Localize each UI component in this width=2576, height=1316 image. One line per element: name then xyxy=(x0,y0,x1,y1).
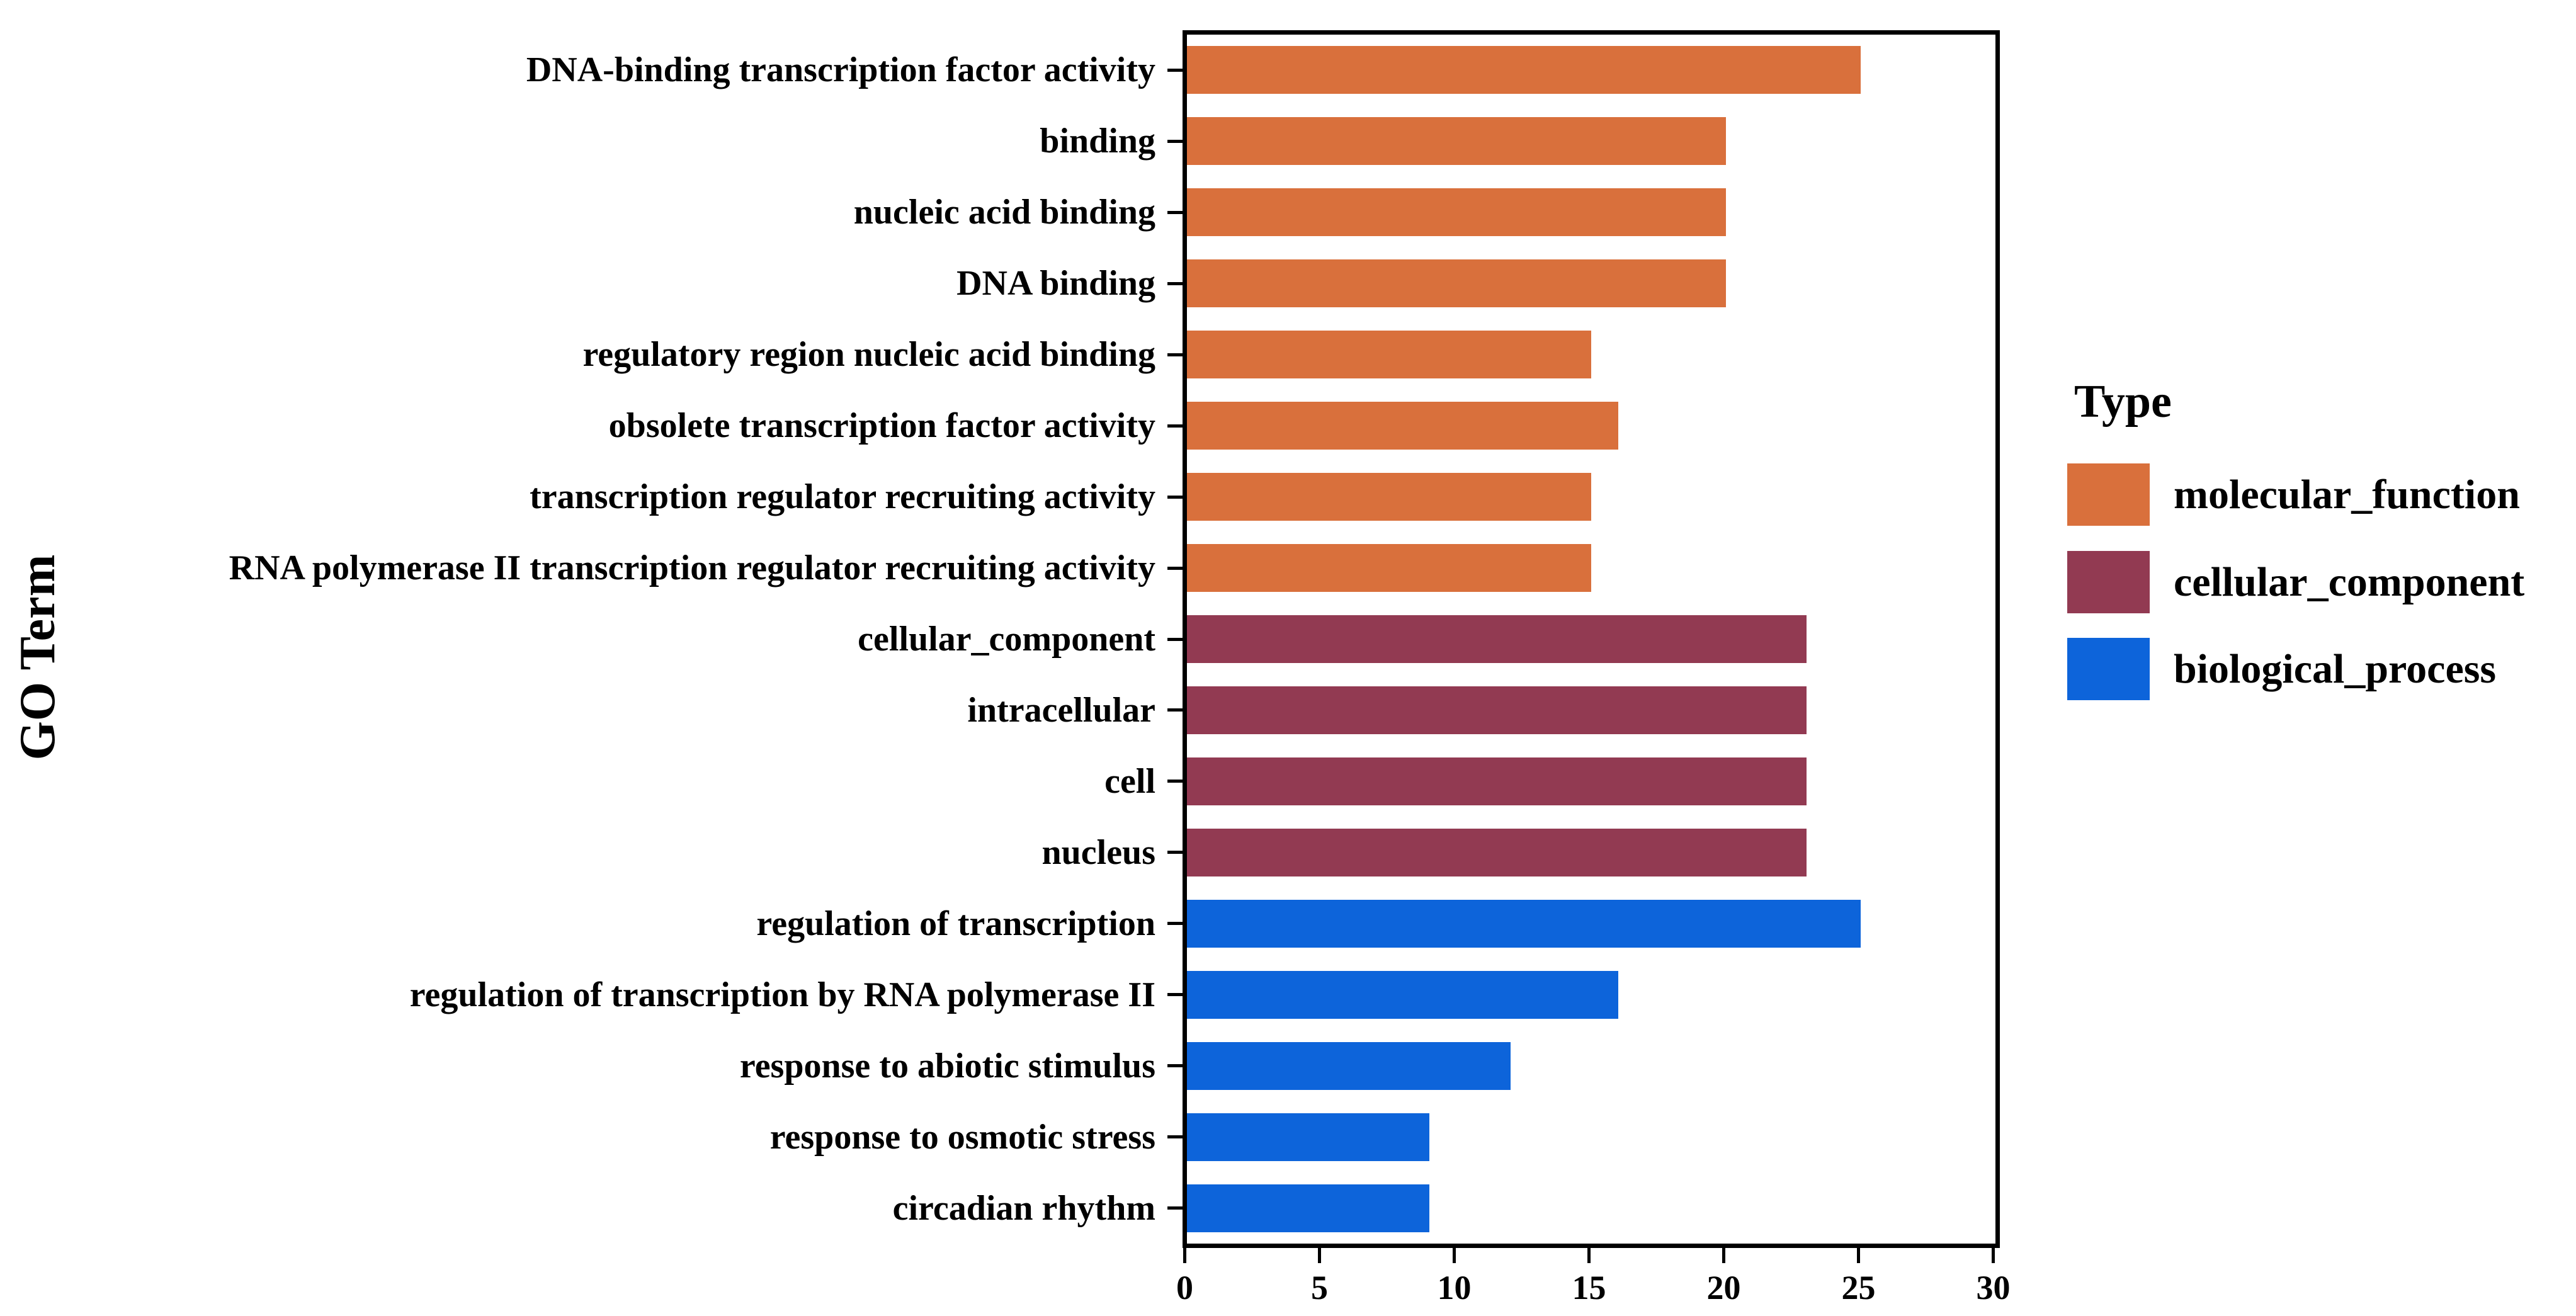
category-label: response to osmotic stress xyxy=(769,1117,1155,1157)
y-tick-mark xyxy=(1167,1206,1183,1210)
plot-area xyxy=(1187,35,1995,1244)
y-tick-mark xyxy=(1167,281,1183,285)
bar-biological_process xyxy=(1187,1041,1511,1090)
bar-cellular_component xyxy=(1187,828,1807,876)
category-label: DNA-binding transcription factor activit… xyxy=(526,50,1155,90)
bar-biological_process xyxy=(1187,899,1861,948)
x-tick-mark xyxy=(1587,1248,1591,1263)
legend-label: molecular_function xyxy=(2174,472,2520,518)
x-tick-mark xyxy=(1183,1248,1186,1263)
bar-molecular_function xyxy=(1187,46,1861,94)
y-tick-mark xyxy=(1167,993,1183,997)
x-tick-mark xyxy=(1857,1248,1860,1263)
category-label: cellular_component xyxy=(858,620,1155,659)
y-tick-mark xyxy=(1167,210,1183,214)
legend-title: Type xyxy=(2074,376,2172,428)
legend-swatch-biological_process xyxy=(2067,638,2150,700)
category-label: DNA binding xyxy=(956,264,1155,303)
x-tick-mark xyxy=(1722,1248,1725,1263)
bar-molecular_function xyxy=(1187,188,1726,237)
y-tick-mark xyxy=(1167,139,1183,143)
category-label: regulation of transcription by RNA polym… xyxy=(409,975,1155,1014)
y-tick-mark xyxy=(1167,1064,1183,1068)
bar-biological_process xyxy=(1187,1184,1430,1232)
category-label: binding xyxy=(1040,122,1155,161)
bar-molecular_function xyxy=(1187,402,1618,450)
x-tick-label: 20 xyxy=(1706,1269,1741,1307)
legend-label: biological_process xyxy=(2174,646,2497,692)
x-tick-label: 30 xyxy=(1976,1269,2011,1307)
bar-biological_process xyxy=(1187,1113,1430,1161)
x-tick-mark xyxy=(1992,1248,1995,1263)
category-label: transcription regulator recruiting activ… xyxy=(530,477,1155,517)
category-label: nucleic acid binding xyxy=(853,193,1155,232)
y-tick-mark xyxy=(1167,708,1183,712)
x-tick-label: 15 xyxy=(1572,1269,1606,1307)
x-tick-label: 0 xyxy=(1176,1269,1193,1307)
category-label: regulatory region nucleic acid binding xyxy=(582,335,1155,375)
y-tick-mark xyxy=(1167,1135,1183,1139)
category-label: circadian rhythm xyxy=(892,1188,1155,1228)
legend-label: cellular_component xyxy=(2174,559,2525,605)
bar-molecular_function xyxy=(1187,544,1591,593)
y-tick-mark xyxy=(1167,353,1183,356)
legend-swatch-molecular_function xyxy=(2067,463,2150,526)
category-label: intracellular xyxy=(967,690,1155,730)
x-tick-mark xyxy=(1318,1248,1321,1263)
bar-molecular_function xyxy=(1187,117,1726,166)
category-label: nucleus xyxy=(1041,832,1156,872)
bar-molecular_function xyxy=(1187,331,1591,379)
plot-panel xyxy=(1183,30,2000,1248)
y-tick-mark xyxy=(1167,566,1183,570)
bar-molecular_function xyxy=(1187,473,1591,521)
y-tick-mark xyxy=(1167,424,1183,428)
y-tick-mark xyxy=(1167,637,1183,641)
category-label: response to abiotic stimulus xyxy=(739,1046,1155,1086)
category-label: RNA polymerase II transcription regulato… xyxy=(229,548,1155,588)
y-tick-mark xyxy=(1167,68,1183,72)
y-tick-mark xyxy=(1167,922,1183,926)
bar-cellular_component xyxy=(1187,615,1807,663)
x-tick-label: 10 xyxy=(1437,1269,1472,1307)
legend-swatch-cellular_component xyxy=(2067,550,2150,613)
category-label: obsolete transcription factor activity xyxy=(608,406,1155,446)
bar-biological_process xyxy=(1187,970,1618,1019)
category-label: cell xyxy=(1104,761,1155,801)
bar-molecular_function xyxy=(1187,259,1726,308)
x-tick-label: 25 xyxy=(1841,1269,1876,1307)
bar-cellular_component xyxy=(1187,686,1807,734)
y-tick-mark xyxy=(1167,780,1183,783)
x-tick-mark xyxy=(1453,1248,1456,1263)
y-tick-mark xyxy=(1167,495,1183,499)
y-tick-mark xyxy=(1167,851,1183,854)
category-label: regulation of transcription xyxy=(756,904,1155,943)
bar-cellular_component xyxy=(1187,757,1807,805)
x-tick-label: 5 xyxy=(1311,1269,1328,1307)
